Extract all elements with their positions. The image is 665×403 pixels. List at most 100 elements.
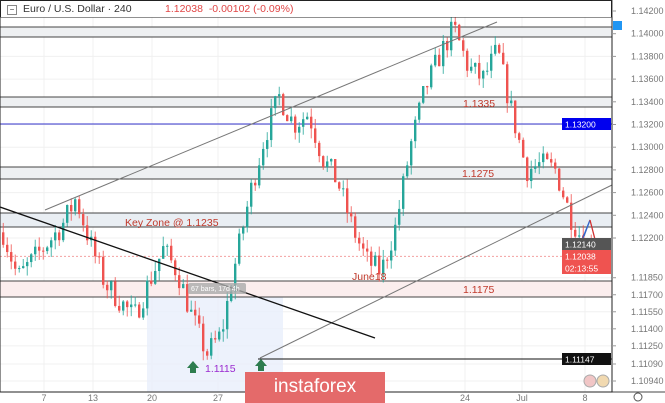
- candle-body: [98, 256, 101, 258]
- candle-body: [514, 100, 517, 134]
- candle-body: [490, 53, 493, 71]
- candle-body: [86, 225, 89, 241]
- candle-body: [54, 232, 57, 241]
- label-1335: 1.1335: [463, 98, 495, 110]
- up-arrow-icon: [187, 361, 199, 373]
- candle-body: [354, 216, 357, 238]
- candle-body: [298, 126, 301, 133]
- candle-body: [10, 252, 13, 262]
- candle-body: [426, 86, 429, 88]
- price-tag-current-bg: [562, 250, 611, 262]
- candle-body: [342, 188, 345, 190]
- candle-body: [378, 255, 381, 275]
- y-tick-label: 1.11700: [631, 290, 663, 300]
- candle-body: [326, 161, 329, 168]
- collapse-icon[interactable]: −: [7, 5, 17, 15]
- candle-body: [498, 44, 501, 53]
- candle-body: [502, 52, 505, 65]
- candle-body: [194, 309, 197, 316]
- candle-body: [322, 156, 325, 168]
- candle-body: [186, 284, 189, 312]
- candle-body: [2, 232, 5, 245]
- candle-body: [150, 280, 153, 284]
- candle-body: [438, 54, 441, 67]
- candle-body: [518, 133, 521, 140]
- label-1275: 1.1275: [462, 168, 494, 180]
- candle-body: [230, 291, 233, 301]
- candle-body: [362, 243, 365, 249]
- last-price: 1.12038 -0.00102 (-0.09%): [165, 3, 294, 15]
- y-tick-label: 1.13400: [631, 97, 664, 107]
- candle-body: [262, 148, 265, 166]
- label-june18: June18: [352, 271, 387, 283]
- x-tick-label: 27: [213, 393, 223, 403]
- candle-body: [126, 301, 129, 308]
- candle-body: [574, 229, 577, 237]
- candle-body: [566, 197, 569, 203]
- candle-body: [82, 214, 85, 226]
- candle-body: [6, 244, 9, 253]
- candle-body: [366, 248, 369, 252]
- candle-body: [466, 50, 469, 71]
- candle-body: [18, 268, 21, 270]
- zone-1335: [0, 97, 612, 107]
- candle-body: [422, 86, 425, 103]
- candle-body: [142, 308, 145, 318]
- candle-body: [510, 100, 513, 104]
- y-tick-label: 1.10940: [631, 376, 664, 386]
- label-low-1115: 1.1115: [205, 363, 236, 375]
- candle-body: [290, 116, 293, 122]
- candle-body: [294, 116, 297, 133]
- candle-body: [182, 284, 185, 289]
- candle-body: [482, 70, 485, 79]
- candle-body: [550, 159, 553, 163]
- lower-channel-line: [259, 184, 613, 359]
- candle-body: [214, 338, 217, 340]
- instaforex-logo: instaforex: [245, 372, 385, 403]
- price-tag-111147: 1.11147: [565, 355, 595, 365]
- candle-body: [30, 254, 33, 263]
- candle-body: [134, 304, 137, 306]
- candle-body: [46, 247, 49, 252]
- candle-body: [246, 206, 249, 228]
- candle-body: [374, 255, 377, 266]
- candle-body: [266, 140, 269, 149]
- candle-body: [418, 102, 421, 120]
- candle-body: [310, 116, 313, 129]
- symbol-title: Euro / U.S. Dollar · 240: [23, 3, 132, 15]
- candle-body: [34, 246, 37, 255]
- candle-body: [170, 245, 173, 261]
- candle-body: [302, 119, 305, 127]
- candle-body: [274, 96, 277, 109]
- candle-body: [78, 199, 81, 215]
- candle-body: [534, 166, 537, 169]
- y-tick-label: 1.12800: [631, 165, 664, 175]
- candle-body: [118, 305, 121, 311]
- price-axis: [612, 0, 665, 403]
- candle-body: [346, 188, 349, 213]
- y-tick-label: 1.14000: [631, 29, 664, 39]
- candle-body: [190, 309, 193, 312]
- candle-body: [234, 263, 237, 292]
- candle-body: [50, 240, 53, 248]
- candle-body: [382, 259, 385, 275]
- candle-body: [430, 65, 433, 88]
- candle-body: [526, 157, 529, 182]
- upper-channel-line: [44, 21, 498, 211]
- candle-body: [462, 40, 465, 51]
- candle-body: [370, 251, 373, 266]
- y-tick-label: 1.12200: [631, 233, 664, 243]
- eu-flag-event-icon: [596, 374, 610, 388]
- candle-body: [42, 250, 45, 252]
- candle-body: [458, 24, 461, 41]
- candle-body: [222, 329, 225, 332]
- y-tick-label: 1.14200: [631, 6, 664, 16]
- candle-body: [478, 62, 481, 79]
- candle-body: [446, 40, 449, 51]
- zone-1275: [0, 167, 612, 179]
- chart-header: − Euro / U.S. Dollar · 240 1.12038 -0.00…: [0, 0, 612, 17]
- candle-body: [70, 205, 73, 212]
- y-tick-label: 1.13600: [631, 74, 664, 84]
- candle-body: [278, 94, 281, 97]
